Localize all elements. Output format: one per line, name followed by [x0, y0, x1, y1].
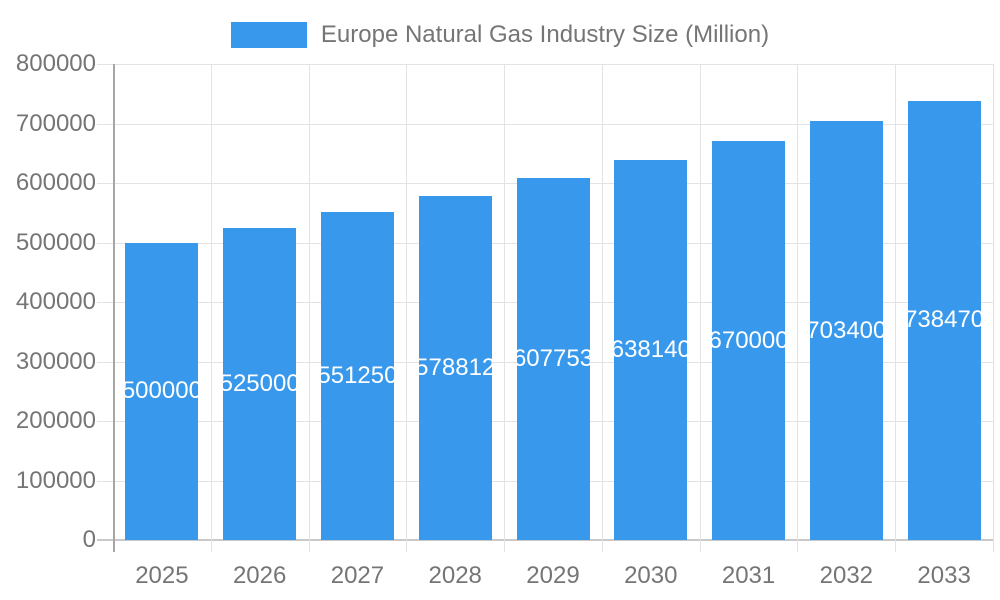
y-axis-tick-label: 800000 — [15, 50, 96, 77]
vertical-gridline — [993, 64, 994, 552]
bar[interactable]: 703400 — [809, 121, 883, 540]
vertical-gridline — [601, 64, 603, 552]
bar-value-label: 738470 — [907, 306, 981, 334]
legend-swatch — [230, 22, 307, 48]
x-axis-tick-label: 2025 — [135, 562, 189, 589]
vertical-gridline — [699, 64, 701, 552]
x-axis-tick-label: 2029 — [526, 562, 580, 589]
bar-value-label: 607753 — [516, 345, 590, 373]
bar-value-label: 525000 — [223, 369, 297, 397]
gridline — [97, 64, 993, 65]
legend-label: Europe Natural Gas Industry Size (Millio… — [320, 21, 770, 48]
x-axis-tick-label: 2026 — [232, 562, 287, 589]
y-axis-line — [113, 64, 115, 552]
y-axis-tick-label: 600000 — [15, 169, 96, 196]
vertical-gridline — [406, 64, 408, 552]
bar[interactable]: 670000 — [712, 141, 786, 540]
bar[interactable]: 638140 — [614, 160, 688, 540]
y-axis-tick-label: 500000 — [15, 228, 96, 256]
x-axis-tick-label: 2027 — [330, 562, 385, 589]
bar[interactable]: 500000 — [125, 242, 199, 540]
x-axis-tick-label: 2032 — [819, 562, 874, 589]
bar-value-label: 500000 — [125, 377, 199, 405]
y-axis-tick-label: 200000 — [15, 407, 96, 434]
bar[interactable]: 578812 — [418, 195, 492, 540]
x-axis-tick-label: 2033 — [917, 562, 971, 589]
bar-value-label: 670000 — [712, 326, 786, 354]
y-axis-tick-label: 700000 — [15, 109, 96, 137]
x-axis-baseline — [97, 539, 993, 541]
vertical-gridline — [504, 64, 506, 552]
y-axis-tick-label: 300000 — [15, 347, 96, 375]
bar-value-label: 703400 — [809, 316, 883, 344]
vertical-gridline — [210, 64, 212, 552]
bar[interactable]: 607753 — [516, 178, 590, 540]
bar-value-label: 638140 — [614, 336, 688, 364]
y-axis-tick-label: 0 — [82, 526, 96, 553]
vertical-gridline — [308, 64, 310, 552]
y-axis-tick-label: 400000 — [15, 288, 96, 315]
bar-value-label: 551250 — [320, 361, 394, 389]
gridline — [97, 123, 993, 125]
x-axis-tick-label: 2031 — [721, 562, 776, 589]
x-axis-tick-label: 2030 — [624, 562, 678, 589]
bar[interactable]: 525000 — [223, 227, 297, 540]
vertical-gridline — [797, 64, 799, 552]
y-axis-tick-label: 100000 — [15, 466, 96, 494]
bar-value-label: 578812 — [418, 353, 492, 381]
x-axis-tick-label: 2028 — [428, 562, 482, 589]
legend[interactable]: Europe Natural Gas Industry Size (Millio… — [0, 21, 1000, 49]
bar[interactable]: 551250 — [320, 212, 394, 540]
vertical-gridline — [895, 64, 897, 552]
bar[interactable]: 738470 — [907, 100, 981, 540]
